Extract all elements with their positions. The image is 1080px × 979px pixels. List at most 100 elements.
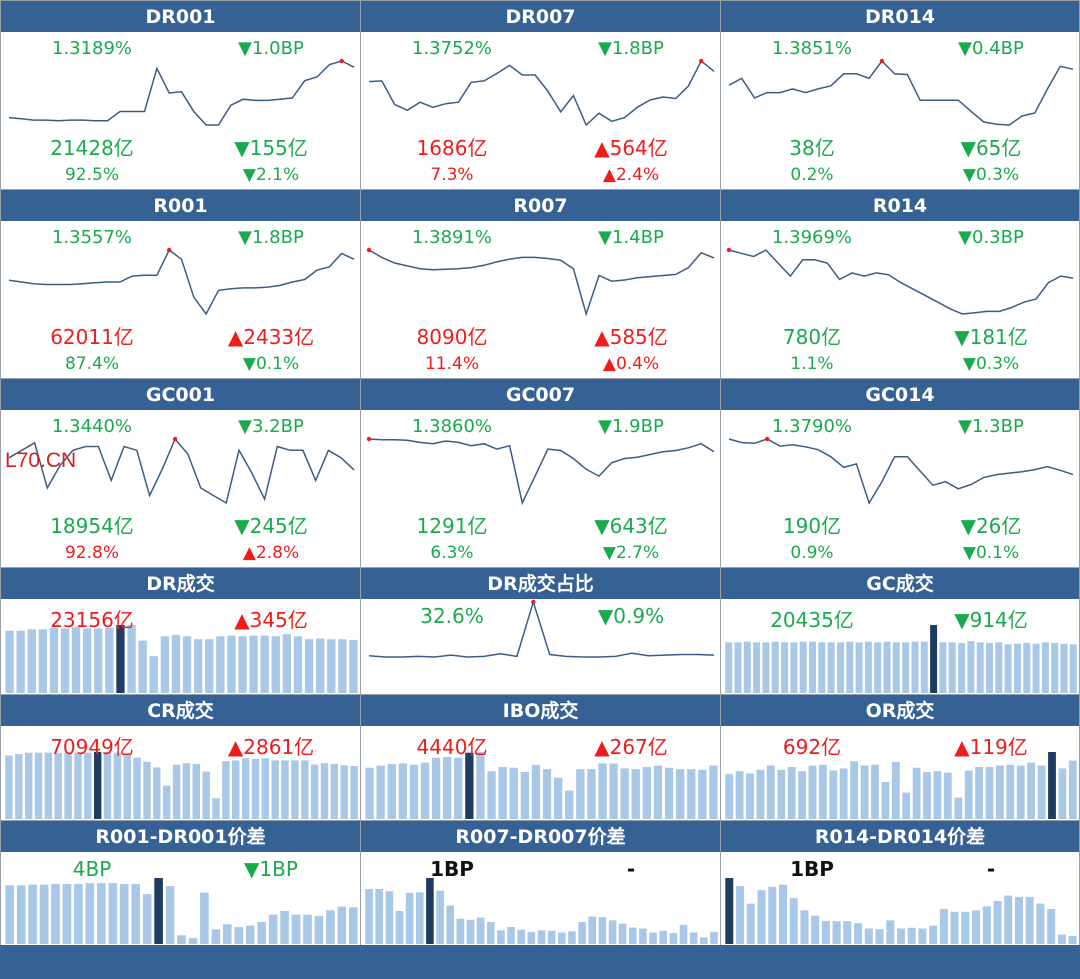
- dr014-volume: 38亿: [789, 136, 835, 160]
- gc001-volume-chg: ▼245亿: [234, 514, 308, 538]
- ibo-bar-14: [509, 767, 518, 819]
- r001-share-chg: ▼0.1%: [242, 354, 300, 374]
- dr014-share-chg: ▼0.3%: [962, 165, 1020, 185]
- gc001-title: GC001: [1, 379, 360, 410]
- gc-bar-32: [1014, 643, 1021, 693]
- r007-dr007-bar-10: [456, 918, 465, 944]
- cr-bar-10: [94, 752, 102, 819]
- dr001-max-point: [339, 58, 344, 64]
- r007-dr007-chg: -: [626, 857, 636, 881]
- gc007-rate: 1.3860%: [411, 416, 493, 437]
- ibo-bar-8: [443, 757, 452, 819]
- gc007-rate-chg: ▼1.9BP: [598, 416, 664, 437]
- r001-dr001-bar-4: [39, 884, 49, 944]
- r007-dr007-bar-25: [608, 920, 617, 944]
- r007-rate-chg: ▼1.4BP: [598, 227, 664, 248]
- panel-r001-dr001: R001-DR001价差 4BP ▼1BP: [0, 820, 361, 946]
- r001-dr001-title: R001-DR001价差: [1, 821, 360, 852]
- dr-bar-32: [349, 639, 358, 693]
- gc-bar-26: [958, 643, 966, 693]
- r014-volume-chg: ▼181亿: [954, 325, 1028, 349]
- r014-title: R014: [721, 190, 1079, 221]
- dr-chg: ▼0.9%: [597, 604, 665, 628]
- r014-dr014-bar-9: [811, 915, 820, 944]
- gc-bar-30: [995, 642, 1003, 693]
- cr-bar-19: [182, 763, 191, 819]
- cr-bar-35: [340, 765, 348, 819]
- r001-dr001-bar-15: [165, 886, 175, 944]
- ibo-bar-1: [365, 767, 374, 819]
- dr-chart: [5, 625, 358, 694]
- panel-dr001: DR001 1.3189% ▼1.0BP 21428亿 ▼155亿 92.5% ▼2.1%: [0, 0, 361, 190]
- cr-chg: ▲2861亿: [227, 735, 315, 759]
- dr-bar-16: [171, 634, 181, 693]
- dr001-share-chg: ▼2.1%: [242, 165, 300, 185]
- r001-dr001-bar-11: [119, 883, 129, 944]
- r014-dr014-bar-1: [725, 878, 734, 944]
- cr-bar-27: [261, 758, 269, 819]
- gc-bar-25: [948, 642, 956, 693]
- gc001-max-point: [172, 436, 178, 442]
- or-chg: ▲119亿: [954, 735, 1028, 759]
- gc007-max-point: [366, 436, 372, 442]
- r001-dr001-bar-7: [74, 883, 83, 944]
- dr-bar-10: [105, 627, 114, 693]
- r014-dr014-bar-21: [939, 909, 948, 944]
- dr-max-point: [531, 599, 536, 605]
- r001-dr001-bar-31: [349, 907, 358, 944]
- r007-dr007-bar-19: [547, 930, 556, 944]
- dr-value: 23156亿: [50, 608, 134, 632]
- footer-bar: [0, 945, 1080, 979]
- gc-bar-3: [743, 641, 751, 693]
- r014-max-point: [726, 247, 732, 253]
- r014-chart: [726, 247, 1074, 315]
- r001-dr001-bar-8: [85, 883, 95, 944]
- dr014-title: DR014: [721, 1, 1079, 32]
- panel-r007-dr007: R007-DR007价差 1BP -: [360, 820, 721, 946]
- cr-bar-29: [281, 760, 289, 819]
- dr-bar-9: [94, 628, 103, 693]
- dr014-max-point: [879, 58, 885, 64]
- cr-bar-34: [330, 763, 338, 819]
- r007-dr007-bar-33: [689, 932, 698, 945]
- dr-bar-28: [304, 639, 314, 693]
- gc014-rate-chg: ▼1.3BP: [958, 416, 1024, 437]
- ibo-bar-32: [709, 765, 718, 819]
- dr-bar-25: [271, 636, 280, 693]
- r007-dr007-bar-14: [497, 930, 505, 945]
- r007-dr007-bar-2: [375, 889, 383, 944]
- r001-title: R001: [1, 190, 360, 221]
- or-bar-19: [912, 767, 921, 819]
- r014-dr014-bar-8: [800, 910, 809, 944]
- dr-bar-11: [116, 625, 125, 693]
- or-bar-5: [766, 765, 775, 819]
- r007-dr007-bar-3: [385, 891, 394, 944]
- or-bar-25: [975, 767, 983, 819]
- or-bar-26: [985, 767, 994, 819]
- ibo-bar-18: [554, 777, 563, 819]
- or-bar-34: [1068, 760, 1077, 819]
- panel-gc014: GC014 1.3790% ▼1.3BP 190亿 ▼26亿 0.9% ▼0.1%: [720, 378, 1080, 568]
- r014-dr014-bar-4: [757, 890, 766, 944]
- or-chart: [725, 752, 1077, 819]
- dr-bar-17: [182, 636, 192, 693]
- r014-dr014-bar-6: [779, 884, 787, 944]
- r001-dr001-bar-3: [28, 884, 37, 944]
- dr-bar-6: [60, 628, 70, 693]
- cr-bar-17: [163, 785, 171, 819]
- panel-dr: DR成交占比 32.6% ▼0.9%: [360, 567, 721, 695]
- panel-gc: GC成交 20435亿 ▼914亿: [720, 567, 1080, 695]
- panel-or: OR成交 692亿 ▲119亿: [720, 694, 1080, 821]
- dr-bar-19: [205, 639, 214, 693]
- gc014-share-chg: ▼0.1%: [962, 543, 1020, 563]
- r001-dr001-value: 4BP: [72, 857, 112, 881]
- r014-rate: 1.3969%: [771, 227, 853, 248]
- or-bar-22: [943, 772, 952, 819]
- or-bar-30: [1027, 762, 1035, 819]
- gc-bar-31: [1004, 644, 1012, 693]
- r001-dr001-bar-2: [16, 885, 26, 944]
- r014-dr014-chg: -: [986, 857, 996, 881]
- or-bar-3: [746, 773, 754, 819]
- gc014-share: 0.9%: [790, 543, 834, 563]
- cr-bar-3: [25, 752, 33, 819]
